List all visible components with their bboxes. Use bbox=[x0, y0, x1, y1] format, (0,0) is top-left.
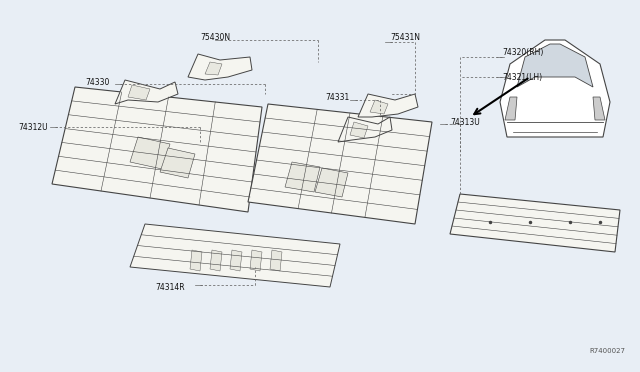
Polygon shape bbox=[248, 104, 432, 224]
Text: 74320(RH): 74320(RH) bbox=[502, 48, 543, 57]
Polygon shape bbox=[358, 94, 418, 117]
Polygon shape bbox=[500, 40, 610, 137]
Polygon shape bbox=[370, 100, 388, 114]
Polygon shape bbox=[315, 168, 348, 197]
Text: 74314R: 74314R bbox=[155, 283, 184, 292]
Polygon shape bbox=[250, 250, 262, 271]
Polygon shape bbox=[205, 62, 222, 75]
Polygon shape bbox=[190, 250, 202, 271]
Text: 74312U: 74312U bbox=[18, 122, 47, 131]
Polygon shape bbox=[188, 54, 252, 80]
Polygon shape bbox=[130, 137, 170, 169]
Polygon shape bbox=[505, 97, 517, 120]
Polygon shape bbox=[115, 80, 178, 104]
Polygon shape bbox=[338, 117, 392, 142]
Polygon shape bbox=[230, 250, 242, 271]
Polygon shape bbox=[517, 44, 593, 87]
Polygon shape bbox=[593, 97, 605, 120]
Text: 74313U: 74313U bbox=[450, 118, 480, 126]
Polygon shape bbox=[210, 250, 222, 271]
Polygon shape bbox=[130, 224, 340, 287]
Polygon shape bbox=[160, 148, 195, 178]
Polygon shape bbox=[285, 162, 320, 192]
Text: 74330: 74330 bbox=[85, 77, 109, 87]
Text: R7400027: R7400027 bbox=[589, 348, 625, 354]
Text: 74331: 74331 bbox=[325, 93, 349, 102]
Polygon shape bbox=[52, 87, 262, 212]
Polygon shape bbox=[128, 85, 150, 100]
Text: 74321(LH): 74321(LH) bbox=[502, 73, 542, 81]
Polygon shape bbox=[350, 122, 368, 138]
Polygon shape bbox=[270, 250, 282, 271]
Polygon shape bbox=[450, 194, 620, 252]
Text: 75431N: 75431N bbox=[390, 32, 420, 42]
Text: 75430N: 75430N bbox=[200, 32, 230, 42]
